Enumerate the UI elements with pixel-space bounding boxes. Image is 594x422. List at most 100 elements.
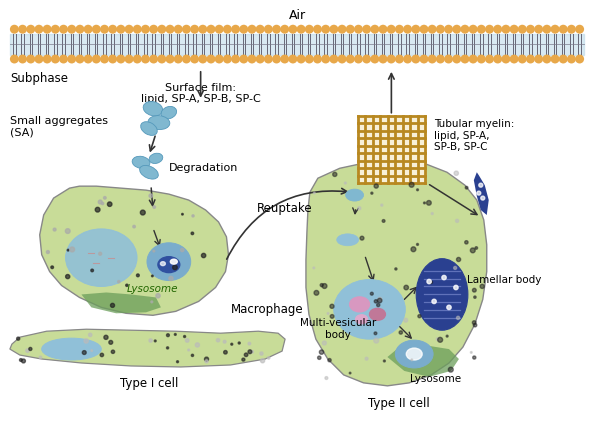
Circle shape [409, 182, 414, 187]
Ellipse shape [346, 189, 364, 201]
Circle shape [137, 274, 139, 277]
Circle shape [214, 54, 224, 63]
Circle shape [470, 248, 475, 253]
Circle shape [231, 343, 233, 345]
Circle shape [185, 338, 189, 342]
Circle shape [224, 351, 227, 354]
Circle shape [166, 334, 169, 337]
Circle shape [575, 25, 584, 34]
Circle shape [175, 333, 176, 335]
Circle shape [173, 54, 183, 63]
Circle shape [479, 183, 483, 187]
Circle shape [195, 343, 200, 347]
Circle shape [223, 25, 232, 34]
Circle shape [436, 54, 445, 63]
Ellipse shape [148, 116, 170, 130]
Ellipse shape [143, 101, 163, 116]
Circle shape [424, 202, 425, 204]
Ellipse shape [147, 243, 191, 281]
Text: Multi-vesicular
body: Multi-vesicular body [299, 319, 376, 340]
Ellipse shape [356, 315, 368, 324]
Circle shape [151, 275, 153, 277]
Circle shape [69, 247, 75, 252]
Circle shape [166, 25, 175, 34]
Circle shape [534, 54, 543, 63]
Circle shape [454, 285, 458, 289]
Circle shape [141, 25, 150, 34]
Circle shape [559, 54, 568, 63]
Circle shape [100, 54, 109, 63]
Circle shape [330, 314, 334, 318]
Circle shape [377, 298, 382, 303]
Ellipse shape [140, 165, 159, 179]
Circle shape [387, 54, 396, 63]
Circle shape [322, 284, 327, 289]
Circle shape [190, 54, 199, 63]
Circle shape [157, 54, 166, 63]
Circle shape [248, 54, 257, 63]
Circle shape [100, 25, 109, 34]
Circle shape [21, 359, 26, 363]
Circle shape [419, 54, 428, 63]
Circle shape [436, 25, 445, 34]
Circle shape [542, 54, 551, 63]
Circle shape [444, 54, 453, 63]
Circle shape [176, 361, 179, 363]
Circle shape [10, 54, 19, 63]
Circle shape [51, 25, 60, 34]
Circle shape [51, 266, 53, 268]
Circle shape [198, 25, 207, 34]
Circle shape [34, 25, 43, 34]
Circle shape [377, 303, 380, 307]
Circle shape [153, 250, 154, 252]
Circle shape [280, 54, 289, 63]
Circle shape [493, 25, 502, 34]
Circle shape [534, 25, 543, 34]
Circle shape [280, 25, 289, 34]
Circle shape [166, 347, 169, 349]
Circle shape [360, 236, 364, 240]
Circle shape [559, 25, 568, 34]
Circle shape [46, 251, 49, 254]
Circle shape [399, 331, 403, 334]
Circle shape [349, 372, 351, 374]
Circle shape [289, 25, 298, 34]
Circle shape [18, 54, 27, 63]
Circle shape [204, 357, 208, 361]
Circle shape [314, 290, 319, 295]
Circle shape [238, 342, 240, 344]
Circle shape [447, 305, 451, 310]
Circle shape [370, 54, 380, 63]
Circle shape [89, 333, 92, 337]
Circle shape [296, 25, 305, 34]
Circle shape [223, 54, 232, 63]
Ellipse shape [406, 348, 422, 360]
Circle shape [526, 54, 535, 63]
Circle shape [330, 304, 334, 308]
Circle shape [456, 316, 460, 319]
Circle shape [320, 350, 324, 354]
Circle shape [272, 25, 281, 34]
Circle shape [518, 54, 527, 63]
Circle shape [154, 340, 156, 342]
Circle shape [51, 54, 60, 63]
Circle shape [91, 269, 93, 272]
Circle shape [567, 54, 576, 63]
Circle shape [205, 360, 208, 363]
Circle shape [43, 54, 52, 63]
Circle shape [403, 25, 412, 34]
Text: Lysosome: Lysosome [409, 374, 461, 384]
Circle shape [67, 54, 76, 63]
Text: Type I cell: Type I cell [120, 377, 178, 390]
Circle shape [157, 25, 166, 34]
Circle shape [133, 54, 142, 63]
Circle shape [477, 25, 486, 34]
Circle shape [446, 335, 448, 337]
Circle shape [264, 25, 273, 34]
Circle shape [333, 172, 337, 176]
Circle shape [84, 25, 93, 34]
Circle shape [318, 356, 321, 360]
Circle shape [395, 25, 404, 34]
Circle shape [91, 350, 93, 352]
Circle shape [305, 54, 314, 63]
